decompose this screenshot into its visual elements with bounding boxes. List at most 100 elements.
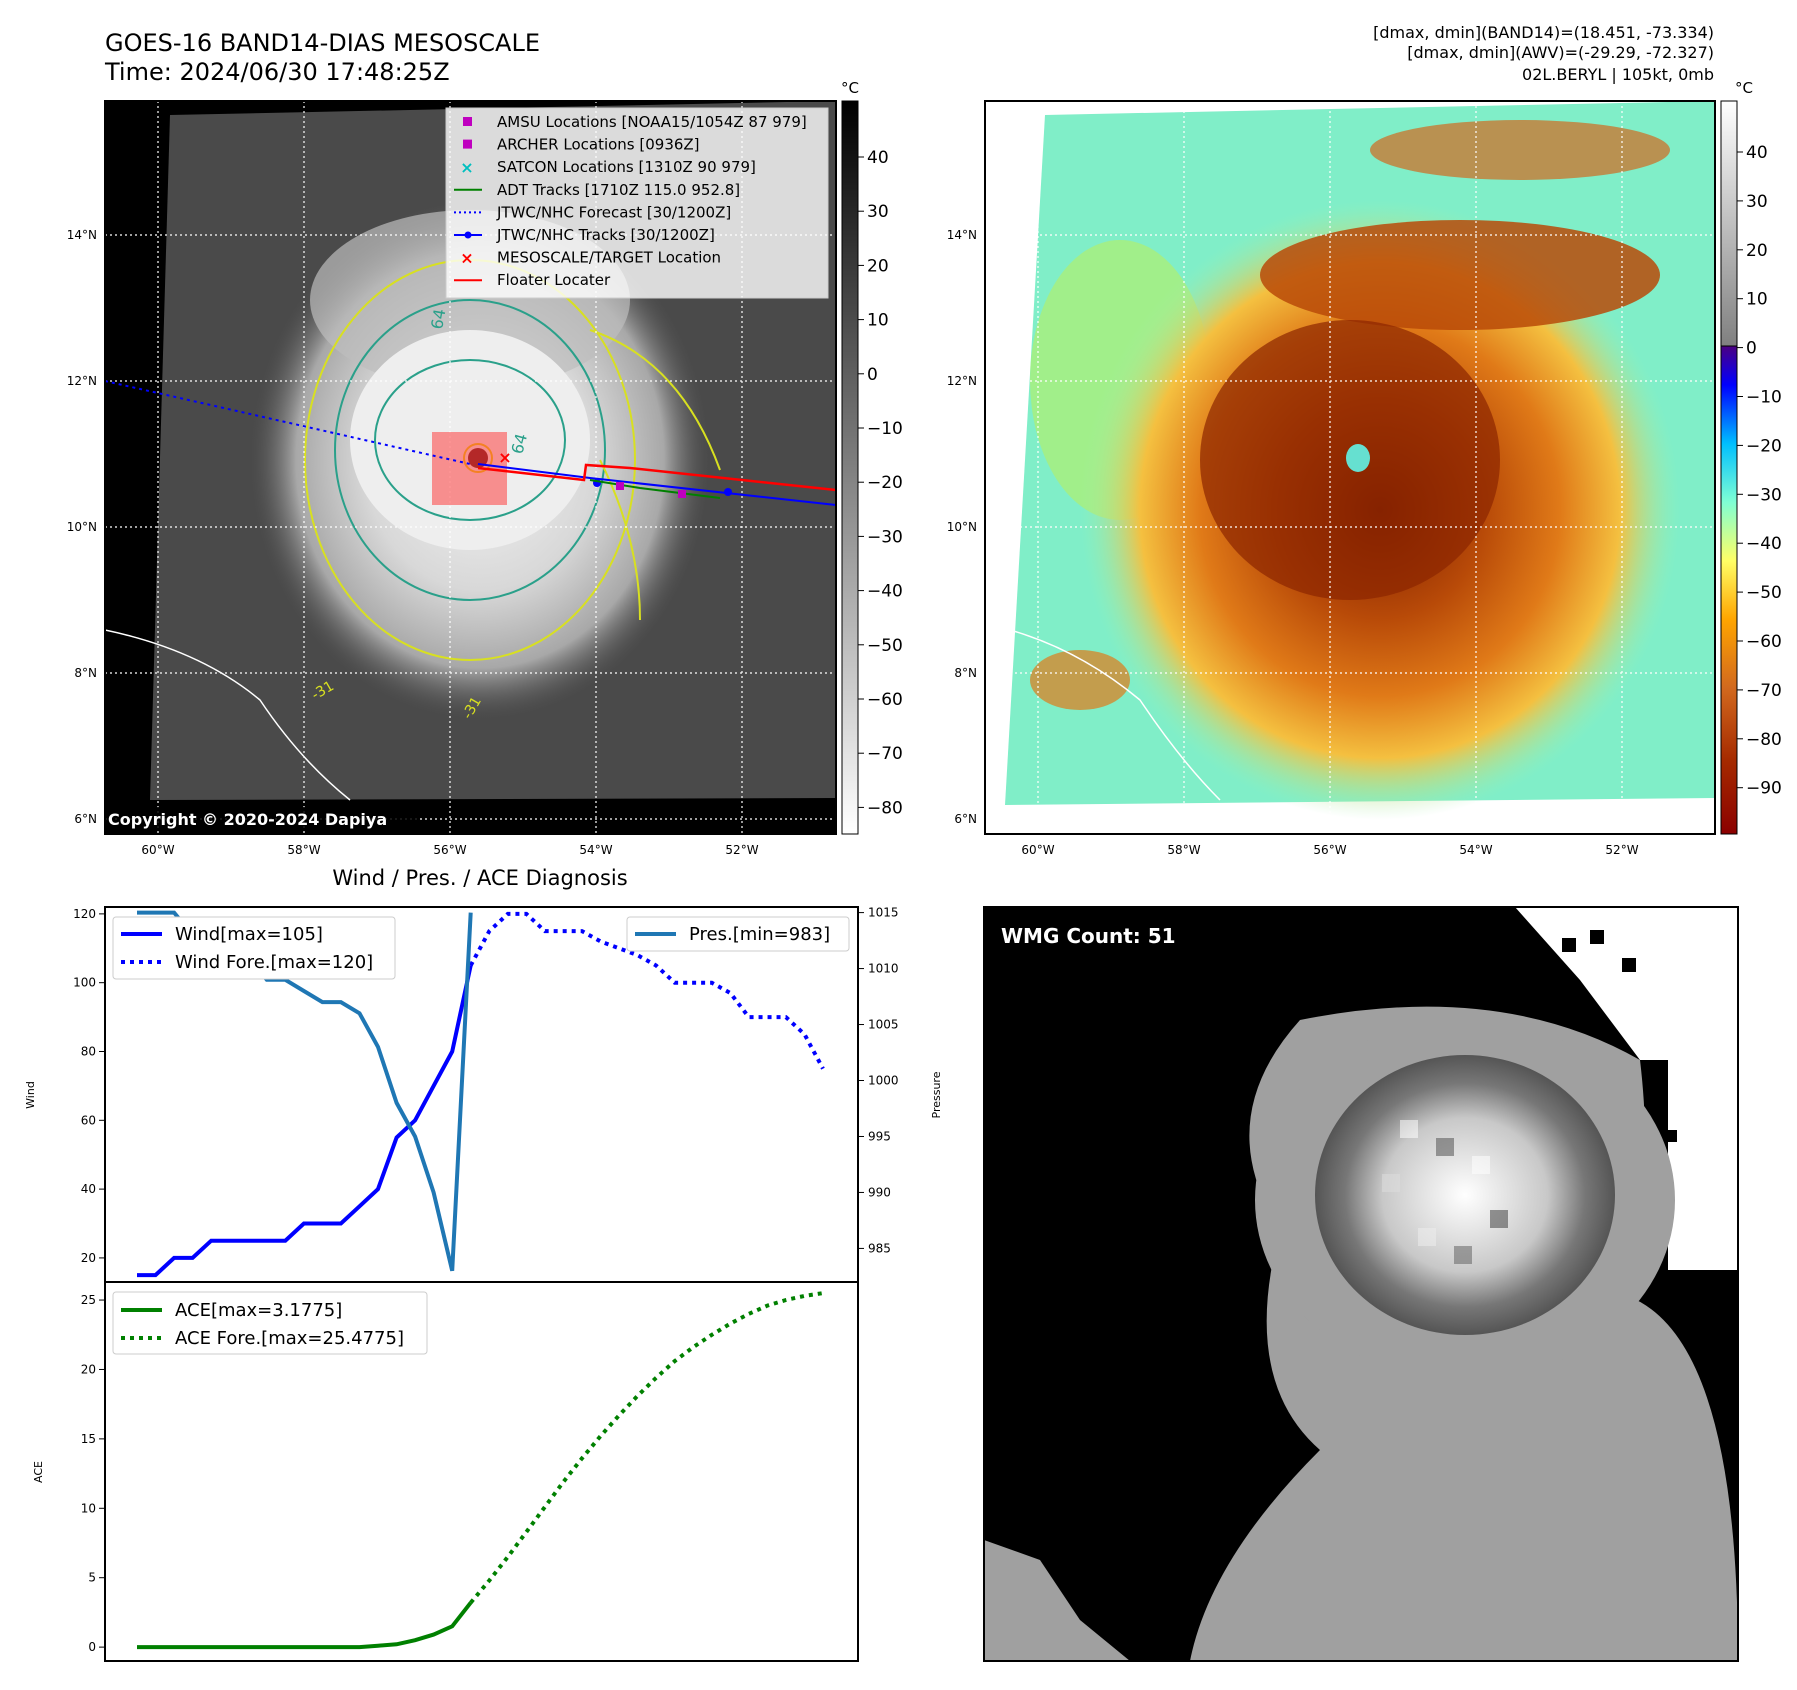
lon-label: 56°W xyxy=(433,843,466,857)
color-colorbar-bottom xyxy=(1720,345,1738,835)
pressure-legend xyxy=(626,916,850,952)
gray-colorbar-tick-label: 20 xyxy=(867,256,889,276)
pressure-tick-label: 1015 xyxy=(868,906,899,920)
legend-x-marker: × xyxy=(460,158,473,177)
wind-pressure-chart: 20 40 60 80 100 120 985 990 995 1000 1005 1010 1015… xyxy=(24,906,943,1283)
gray-colorbar-tick-label: −80 xyxy=(867,798,903,818)
pressure-tick-label: 990 xyxy=(868,1185,891,1199)
pressure-tick-label: 985 xyxy=(868,1241,891,1255)
figure-time: Time: 2024/06/30 17:48:25Z xyxy=(104,58,450,86)
enhanced-map-panel xyxy=(985,101,1715,834)
color-colorbar-tick-label: −10 xyxy=(1746,388,1782,408)
ace-legend xyxy=(112,1291,428,1355)
wind-legend-label: Wind[max=105] xyxy=(175,924,323,945)
pressure-tick-label: 1005 xyxy=(868,1018,899,1032)
map-legend-label: AMSU Locations [NOAA15/1054Z 87 979] xyxy=(497,113,807,131)
color-colorbar-tick-label: −70 xyxy=(1746,681,1782,701)
legend-dot-marker xyxy=(464,231,472,239)
map-legend-label: JTWC/NHC Tracks [30/1200Z] xyxy=(496,226,715,244)
map-legend-item: ADT Tracks [1710Z 115.0 952.8] xyxy=(454,181,740,199)
lat-label: 14°N xyxy=(67,228,97,242)
ace-tick-label: 15 xyxy=(81,1432,96,1446)
wind-forecast-series-line xyxy=(468,911,825,1070)
color-colorbar-top xyxy=(1720,100,1738,347)
lat-label: 6°N xyxy=(74,812,97,826)
map-legend-label: MESOSCALE/TARGET Location xyxy=(497,249,721,267)
color-colorbar-tick-label: −40 xyxy=(1746,534,1782,554)
lat-label: 8°N xyxy=(954,666,977,680)
gray-colorbar-tick-label: 30 xyxy=(867,202,889,222)
gray-colorbar-tick-label: −10 xyxy=(867,419,903,439)
lon-label: 58°W xyxy=(287,843,320,857)
legend-square-marker xyxy=(463,139,472,149)
lon-label: 54°W xyxy=(1459,843,1492,857)
lon-label: 58°W xyxy=(1167,843,1200,857)
gray-colorbar-tick-label: −60 xyxy=(867,690,903,710)
legend-x-marker: × xyxy=(460,249,473,268)
color-colorbar-tick-label: 30 xyxy=(1746,192,1768,212)
wind-axis-label: Wind xyxy=(24,1081,37,1109)
pressure-axis-label: Pressure xyxy=(930,1071,943,1118)
legend-square-marker xyxy=(463,117,472,126)
ace-tick-label: 20 xyxy=(81,1362,96,1376)
ace-fore-legend-label: ACE Fore.[max=25.4775] xyxy=(175,1328,404,1349)
lat-label: 14°N xyxy=(947,228,977,242)
ace-tick-label: 10 xyxy=(81,1501,96,1515)
wind-legend xyxy=(112,916,396,980)
lon-label: 52°W xyxy=(725,843,758,857)
lat-label: 6°N xyxy=(954,812,977,826)
figure-title: GOES-16 BAND14-DIAS MESOSCALE xyxy=(105,29,540,57)
map-legend-label: ARCHER Locations [0936Z] xyxy=(497,136,700,154)
lat-label: 8°N xyxy=(74,666,97,680)
ace-legend-label: ACE[max=3.1775] xyxy=(175,1300,342,1321)
color-colorbar-tick-label: −60 xyxy=(1746,632,1782,652)
wind-series-line xyxy=(137,965,473,1278)
copyright-text: Copyright © 2020-2024 Dapiya xyxy=(108,810,387,829)
lon-label: 60°W xyxy=(1021,843,1054,857)
wind-tick-label: 100 xyxy=(73,976,96,990)
color-colorbar-tick-label: 20 xyxy=(1746,241,1768,261)
colorbar-unit: °C xyxy=(1735,79,1753,97)
band14-dmax: [dmax, dmin](BAND14)=(18.451, -73.334) xyxy=(1373,23,1714,42)
lon-label: 54°W xyxy=(579,843,612,857)
wind-tick-label: 80 xyxy=(81,1044,96,1058)
map-legend-item: JTWC/NHC Forecast [30/1200Z] xyxy=(454,203,731,221)
map-legend-label: JTWC/NHC Forecast [30/1200Z] xyxy=(496,203,731,221)
ace-chart: 0 5 10 15 20 25 ACE ACE[max=3.1775] ACE Fore.… xyxy=(32,1281,859,1662)
contour-label: 64 xyxy=(508,431,532,456)
map-legend-item: × SATCON Locations [1310Z 90 979] xyxy=(460,158,756,177)
gray-colorbar-tick-label: 0 xyxy=(867,365,878,385)
gray-colorbar-tick-label: −20 xyxy=(867,473,903,493)
color-colorbar-tick-label: −50 xyxy=(1746,583,1782,603)
map-legend-item: × MESOSCALE/TARGET Location xyxy=(460,249,721,268)
diagnosis-title: Wind / Pres. / ACE Diagnosis xyxy=(332,866,627,890)
color-colorbar-tick-label: −80 xyxy=(1746,730,1782,750)
map-legend-item: ARCHER Locations [0936Z] xyxy=(463,136,700,154)
map-legend-item: AMSU Locations [NOAA15/1054Z 87 979] xyxy=(463,113,807,131)
svg-text:×: × xyxy=(498,448,511,467)
color-colorbar-tick-label: −20 xyxy=(1746,436,1782,456)
lat-label: 10°N xyxy=(67,520,97,534)
pressure-tick-label: 1000 xyxy=(868,1074,899,1088)
gray-colorbar-tick-label: −30 xyxy=(867,527,903,547)
color-colorbar-tick-label: 0 xyxy=(1746,339,1757,359)
lon-label: 52°W xyxy=(1605,843,1638,857)
pressure-legend-label: Pres.[min=983] xyxy=(689,924,830,945)
gray-colorbar-tick-label: −50 xyxy=(867,636,903,656)
map-legend-item: JTWC/NHC Tracks [30/1200Z] xyxy=(454,226,715,244)
map-legend-label: SATCON Locations [1310Z 90 979] xyxy=(497,158,756,176)
lon-label: 60°W xyxy=(141,843,174,857)
wind-fore-legend-label: Wind Fore.[max=120] xyxy=(175,952,373,973)
wind-tick-label: 40 xyxy=(81,1182,96,1196)
map-legend-label: Floater Locater xyxy=(497,271,611,289)
color-colorbar-tick-label: 40 xyxy=(1746,143,1768,163)
wmg-panel: WMG Count: 51 xyxy=(984,907,1738,1661)
map-legend-label: ADT Tracks [1710Z 115.0 952.8] xyxy=(497,181,740,199)
wind-tick-label: 60 xyxy=(81,1113,96,1127)
pressure-tick-label: 1010 xyxy=(868,962,899,976)
wmg-count: WMG Count: 51 xyxy=(1001,924,1176,948)
map-legend-item: Floater Locater xyxy=(454,271,611,289)
gray-colorbar xyxy=(841,100,859,835)
lon-label: 56°W xyxy=(1313,843,1346,857)
